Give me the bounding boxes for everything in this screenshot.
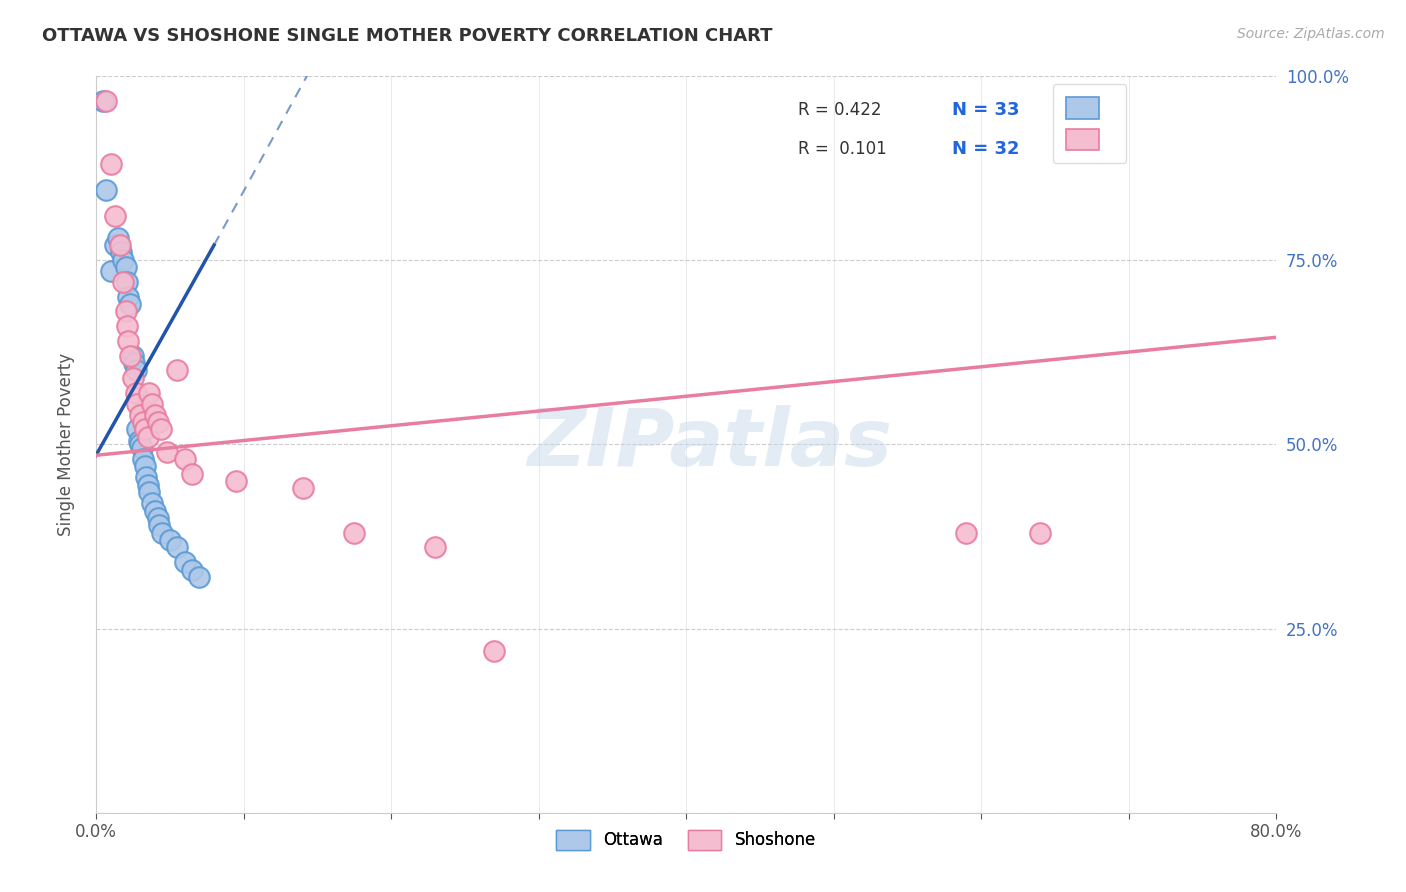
Point <box>129 437 152 451</box>
Point <box>180 467 202 481</box>
Point <box>141 496 163 510</box>
Point <box>117 334 139 348</box>
Point <box>115 275 138 289</box>
Point <box>110 245 132 260</box>
Point <box>104 209 127 223</box>
Point <box>127 397 149 411</box>
Legend: Ottawa, Shoshone: Ottawa, Shoshone <box>550 823 823 856</box>
Y-axis label: Single Mother Poverty: Single Mother Poverty <box>58 352 75 536</box>
Point <box>125 363 148 377</box>
Point <box>132 415 155 429</box>
Point <box>100 264 122 278</box>
Point <box>166 363 188 377</box>
Point <box>225 474 247 488</box>
Point <box>124 356 146 370</box>
Point <box>128 434 150 448</box>
Point <box>93 95 115 109</box>
Point <box>131 441 153 455</box>
Point <box>136 430 159 444</box>
Point <box>111 275 134 289</box>
Point <box>100 157 122 171</box>
Point <box>484 643 506 657</box>
Point <box>122 349 145 363</box>
Point <box>104 238 127 252</box>
Point <box>136 477 159 491</box>
Text: N = 32: N = 32 <box>952 140 1019 159</box>
Point <box>115 319 138 334</box>
Point <box>114 304 136 318</box>
Point <box>425 541 447 555</box>
Point <box>138 485 160 500</box>
Text: R = 0.422: R = 0.422 <box>799 102 882 120</box>
Point <box>127 422 149 436</box>
Point <box>291 482 314 496</box>
Point <box>166 541 188 555</box>
Text: ZIPatlas: ZIPatlas <box>527 405 893 483</box>
Point <box>138 385 160 400</box>
Point <box>108 238 131 252</box>
Point <box>159 533 181 547</box>
Point <box>134 422 156 436</box>
Text: N = 33: N = 33 <box>952 102 1019 120</box>
Point <box>135 470 157 484</box>
Point <box>141 397 163 411</box>
Point <box>117 290 139 304</box>
Point <box>146 511 169 525</box>
Point <box>96 95 118 109</box>
Point <box>148 518 170 533</box>
Point <box>96 183 118 197</box>
Point <box>149 422 172 436</box>
Point <box>118 297 141 311</box>
Point <box>143 408 166 422</box>
Text: OTTAWA VS SHOSHONE SINGLE MOTHER POVERTY CORRELATION CHART: OTTAWA VS SHOSHONE SINGLE MOTHER POVERTY… <box>42 27 773 45</box>
Text: Source: ZipAtlas.com: Source: ZipAtlas.com <box>1237 27 1385 41</box>
Point <box>107 231 129 245</box>
Point <box>129 408 152 422</box>
Point <box>143 503 166 517</box>
Point <box>132 452 155 467</box>
Point <box>173 555 195 569</box>
Point <box>188 570 211 584</box>
Point <box>111 252 134 267</box>
Text: R =  0.101: R = 0.101 <box>799 140 887 159</box>
Point <box>122 371 145 385</box>
Point <box>1029 525 1052 540</box>
Point <box>114 260 136 275</box>
Point <box>146 415 169 429</box>
Point <box>180 563 202 577</box>
Point <box>156 444 179 458</box>
Point <box>343 525 366 540</box>
Point <box>173 452 195 467</box>
Point <box>134 459 156 474</box>
Point <box>125 385 148 400</box>
Point <box>152 525 174 540</box>
Point <box>118 349 141 363</box>
Point <box>955 525 977 540</box>
